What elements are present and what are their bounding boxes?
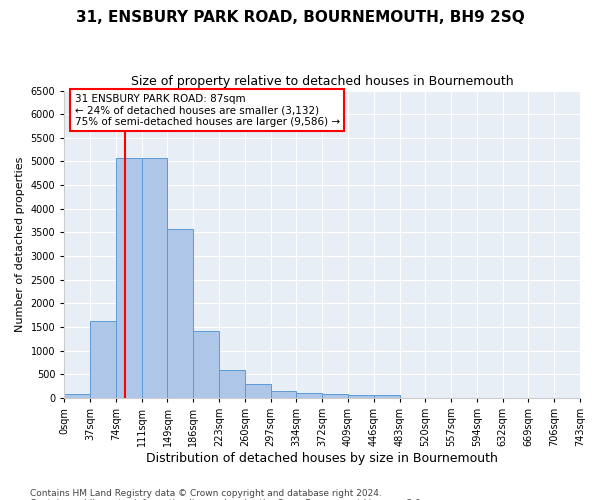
Bar: [348, 396, 374, 398]
Text: Contains HM Land Registry data © Crown copyright and database right 2024.: Contains HM Land Registry data © Crown c…: [30, 488, 382, 498]
Text: 31, ENSBURY PARK ROAD, BOURNEMOUTH, BH9 2SQ: 31, ENSBURY PARK ROAD, BOURNEMOUTH, BH9 …: [76, 10, 524, 25]
Bar: [193, 331, 219, 398]
Text: Contains public sector information licensed under the Open Government Licence v3: Contains public sector information licen…: [30, 498, 424, 500]
Bar: [271, 392, 296, 398]
Bar: [90, 321, 116, 398]
Bar: [167, 228, 193, 398]
X-axis label: Distribution of detached houses by size in Bournemouth: Distribution of detached houses by size …: [146, 452, 498, 465]
Bar: [374, 396, 400, 398]
Bar: [64, 394, 90, 398]
Bar: [219, 370, 245, 398]
Bar: [245, 384, 271, 398]
Y-axis label: Number of detached properties: Number of detached properties: [15, 156, 25, 332]
Bar: [116, 158, 142, 398]
Bar: [142, 158, 167, 398]
Text: 31 ENSBURY PARK ROAD: 87sqm
← 24% of detached houses are smaller (3,132)
75% of : 31 ENSBURY PARK ROAD: 87sqm ← 24% of det…: [74, 94, 340, 127]
Bar: [322, 394, 348, 398]
Title: Size of property relative to detached houses in Bournemouth: Size of property relative to detached ho…: [131, 75, 514, 88]
Bar: [296, 392, 322, 398]
